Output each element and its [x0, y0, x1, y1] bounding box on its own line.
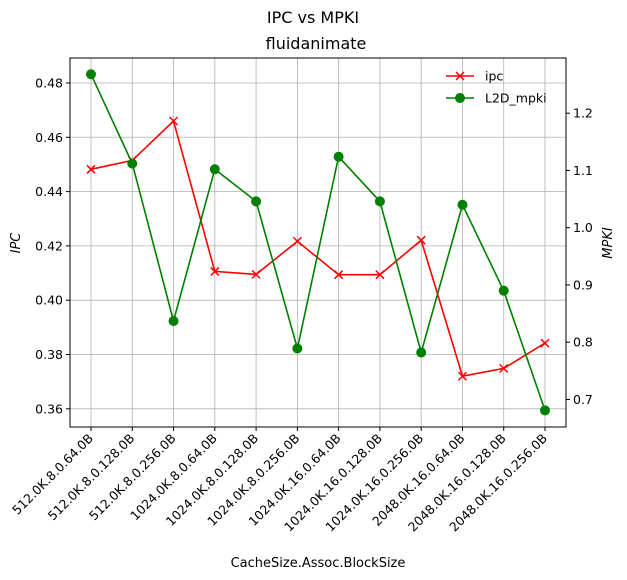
grid — [70, 58, 566, 427]
left-tick-label: 0.42 — [35, 238, 63, 253]
left-axis-label: IPC — [9, 232, 24, 254]
data-point-ipc — [86, 164, 96, 174]
data-point-ipc — [457, 371, 467, 381]
right-tick-label: 1.0 — [573, 220, 593, 235]
legend: ipc L2D_mpki — [446, 69, 547, 106]
marker-stroke — [457, 371, 467, 381]
legend-label-l2d-mpki: L2D_mpki — [485, 91, 547, 106]
data-point-l2d-mpki — [374, 196, 385, 207]
x-axis: 512.0K.8.0.64.0B512.0K.8.0.128.0B512.0K.… — [9, 427, 550, 535]
data-point-l2d-mpki — [292, 343, 303, 354]
left-tick-label: 0.38 — [35, 347, 63, 362]
chart-suptitle: IPC vs MPKI — [267, 8, 359, 27]
left-tick-label: 0.36 — [35, 401, 63, 416]
left-tick-label: 0.48 — [35, 75, 63, 90]
legend-marker-l2d-mpki — [455, 93, 465, 103]
data-point-ipc — [416, 235, 426, 245]
series-line-l2d-mpki — [90, 73, 546, 411]
right-tick-label: 1.1 — [573, 163, 593, 178]
right-tick-label: 0.8 — [573, 335, 593, 350]
marker-stroke — [416, 235, 426, 245]
right-axis: 0.7 0.8 0.9 1.0 1.1 1.2 — [566, 106, 593, 407]
legend-label-ipc: ipc — [485, 69, 503, 84]
data-point-ipc — [499, 363, 509, 373]
left-axis: 0.36 0.38 0.40 0.42 0.44 0.46 0.48 — [35, 75, 70, 416]
data-point-ipc — [375, 270, 385, 280]
data-point-l2d-mpki — [457, 199, 468, 210]
data-point-ipc — [251, 269, 261, 279]
marker-stroke — [169, 116, 179, 126]
left-tick-label: 0.44 — [35, 184, 63, 199]
left-tick-label: 0.46 — [35, 130, 63, 145]
right-axis-label: MPKI — [601, 227, 616, 259]
marker-stroke — [292, 236, 302, 246]
marker-stroke — [251, 269, 261, 279]
marker-stroke — [210, 266, 220, 276]
data-point-l2d-mpki — [168, 316, 179, 327]
data-point-l2d-mpki — [416, 347, 427, 358]
plot-frame — [69, 57, 567, 428]
series-layer — [86, 69, 550, 416]
marker-stroke — [499, 363, 509, 373]
data-point-l2d-mpki — [498, 285, 509, 296]
data-point-ipc — [334, 270, 344, 280]
data-point-l2d-mpki — [209, 164, 220, 175]
data-point-ipc — [210, 266, 220, 276]
right-tick-label: 1.2 — [573, 106, 593, 121]
data-point-l2d-mpki — [251, 196, 262, 207]
data-point-l2d-mpki — [333, 151, 344, 162]
data-point-l2d-mpki — [127, 158, 138, 169]
marker-stroke — [86, 164, 96, 174]
marker-stroke — [455, 71, 465, 81]
marker-stroke — [540, 338, 550, 348]
chart-title: fluidanimate — [266, 34, 367, 53]
marker-stroke — [375, 270, 385, 280]
legend-marker-ipc — [455, 71, 465, 81]
right-tick-label: 0.9 — [573, 277, 593, 292]
data-point-l2d-mpki — [86, 69, 96, 80]
data-point-ipc — [292, 236, 302, 246]
data-point-ipc — [169, 116, 179, 126]
data-point-l2d-mpki — [540, 405, 550, 416]
marker-stroke — [334, 270, 344, 280]
x-axis-label: CacheSize.Assoc.BlockSize — [231, 556, 406, 571]
data-point-ipc — [540, 338, 550, 348]
right-tick-label: 0.7 — [573, 392, 593, 407]
left-tick-label: 0.40 — [35, 293, 63, 308]
series-line-ipc — [90, 119, 546, 378]
